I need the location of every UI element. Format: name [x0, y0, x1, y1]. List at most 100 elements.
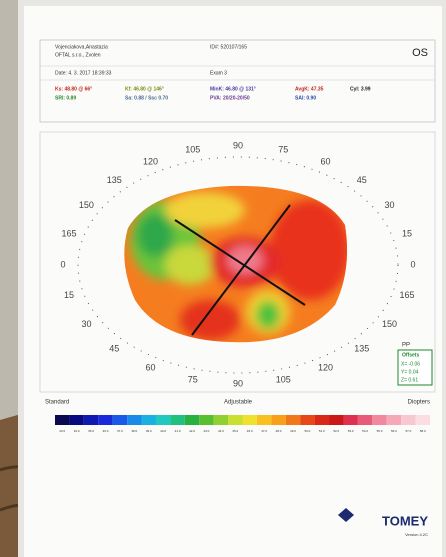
scale-step: 47.0 — [261, 429, 267, 433]
topo-zone — [165, 192, 245, 228]
topo-zone — [137, 213, 173, 257]
angle-label: 105 — [185, 144, 200, 154]
offsets-title: Offsets — [402, 352, 419, 358]
scale-cell — [155, 415, 171, 425]
axis-line — [174, 219, 306, 306]
scale-step: 46.0 — [247, 429, 253, 433]
index-value: SRI: 0.89 — [55, 95, 76, 101]
scale-cell — [314, 415, 330, 425]
scale-step: 42.0 — [189, 429, 195, 433]
scale-step: 45.0 — [232, 429, 238, 433]
scale-cell — [228, 415, 243, 425]
topo-zone — [270, 200, 348, 300]
angle-label: 45 — [357, 175, 367, 185]
scale-cell — [199, 415, 214, 425]
scale-step: 51.0 — [319, 429, 325, 433]
axis-line — [191, 204, 291, 336]
scale-cell — [242, 415, 257, 425]
scale-cell — [98, 415, 113, 425]
scale-right: Diopters — [408, 400, 430, 406]
angle-label: 0 — [60, 259, 65, 269]
logo-brand: TOMEY — [382, 513, 428, 528]
scale-step: 55.0 — [377, 429, 383, 433]
topo-zone — [165, 245, 215, 285]
scale-step: 57.0 — [405, 429, 411, 433]
scale-cell — [213, 415, 229, 425]
angle-label: 135 — [354, 344, 369, 354]
scale-center: Adjustable — [224, 400, 253, 406]
scale-step: 50.0 — [304, 429, 310, 433]
scale-step: 36.0 — [103, 429, 109, 433]
scale-cell — [415, 415, 430, 425]
scale-cell — [141, 415, 156, 425]
offsets-box — [397, 349, 433, 386]
scale-step: 33.0 — [59, 429, 65, 433]
angle-label: 105 — [276, 374, 291, 384]
offset-x: X= -0.06 — [401, 361, 420, 367]
scale-step: 39.0 — [146, 429, 152, 433]
logo-mark — [338, 508, 354, 522]
scale-cell — [83, 415, 99, 425]
scale-cell — [401, 415, 416, 425]
offset-y: Y= 0.04 — [401, 369, 419, 375]
topo-zone — [227, 246, 263, 274]
scale-step: 40.0 — [160, 429, 166, 433]
angle-label: 135 — [107, 175, 122, 185]
angle-label: 0 — [410, 259, 415, 269]
eye: OS — [412, 47, 428, 59]
scale-cell — [343, 415, 358, 425]
index-value: Ks: 48.80 @ 66° — [55, 86, 92, 92]
topo-zone — [180, 300, 240, 340]
index-value: SAI: 0.90 — [295, 95, 316, 101]
scale-step: 58.0 — [420, 429, 426, 433]
scale-cell — [127, 415, 142, 425]
date: Date: 4. 3. 2017 18:39:33 — [55, 70, 112, 76]
topo-zone — [256, 301, 280, 329]
clinic: OFTAL s.r.o., Zvolen — [55, 52, 101, 58]
scale-cell — [170, 415, 185, 425]
index-value: Sa: 0.88 / Ssc 0.70 — [125, 95, 168, 101]
scale-step: 56.0 — [391, 429, 397, 433]
scale-cell — [329, 415, 344, 425]
offset-z: Z= 0.61 — [401, 377, 418, 383]
angle-label: 120 — [143, 156, 158, 166]
angle-label: 60 — [320, 156, 330, 166]
scale-step: 43.0 — [204, 429, 210, 433]
scale-step: 34.0 — [74, 429, 80, 433]
angle-label: 165 — [61, 229, 76, 239]
angle-label: 150 — [382, 319, 397, 329]
scale-cell — [372, 415, 387, 425]
map-box — [39, 131, 436, 393]
scale-cell — [357, 415, 373, 425]
scale-step: 52.0 — [333, 429, 339, 433]
pp: PP — [402, 343, 410, 349]
angle-label: 15 — [402, 229, 412, 239]
topography-map — [124, 185, 348, 343]
angle-label: 120 — [318, 362, 333, 372]
logo-version: Version 4.2C — [405, 532, 428, 537]
scale-cell — [285, 415, 301, 425]
index-value: PVA: 20/20-20/50 — [210, 95, 250, 101]
scale-cell — [112, 415, 128, 425]
scale-cell — [184, 415, 200, 425]
scale-step: 48.0 — [276, 429, 282, 433]
scale-step: 37.0 — [117, 429, 123, 433]
angle-label: 150 — [79, 200, 94, 210]
index-value: AvgK: 47.35 — [295, 86, 324, 92]
scale-step: 54.0 — [362, 429, 368, 433]
scale-cell — [256, 415, 272, 425]
scale-cell — [300, 415, 315, 425]
index-value: Kf: 46.80 @ 146° — [125, 86, 164, 92]
scale-step: 44.0 — [218, 429, 224, 433]
angle-label: 15 — [64, 290, 74, 300]
angle-label: 90 — [233, 140, 243, 150]
index-value: Cyl: 3.99 — [350, 86, 371, 92]
angle-label: 75 — [278, 144, 288, 154]
scale-step: 53.0 — [348, 429, 354, 433]
angle-label: 30 — [81, 319, 91, 329]
scale-step: 38.0 — [131, 429, 137, 433]
scale-cell — [69, 415, 84, 425]
header-box — [39, 39, 436, 123]
